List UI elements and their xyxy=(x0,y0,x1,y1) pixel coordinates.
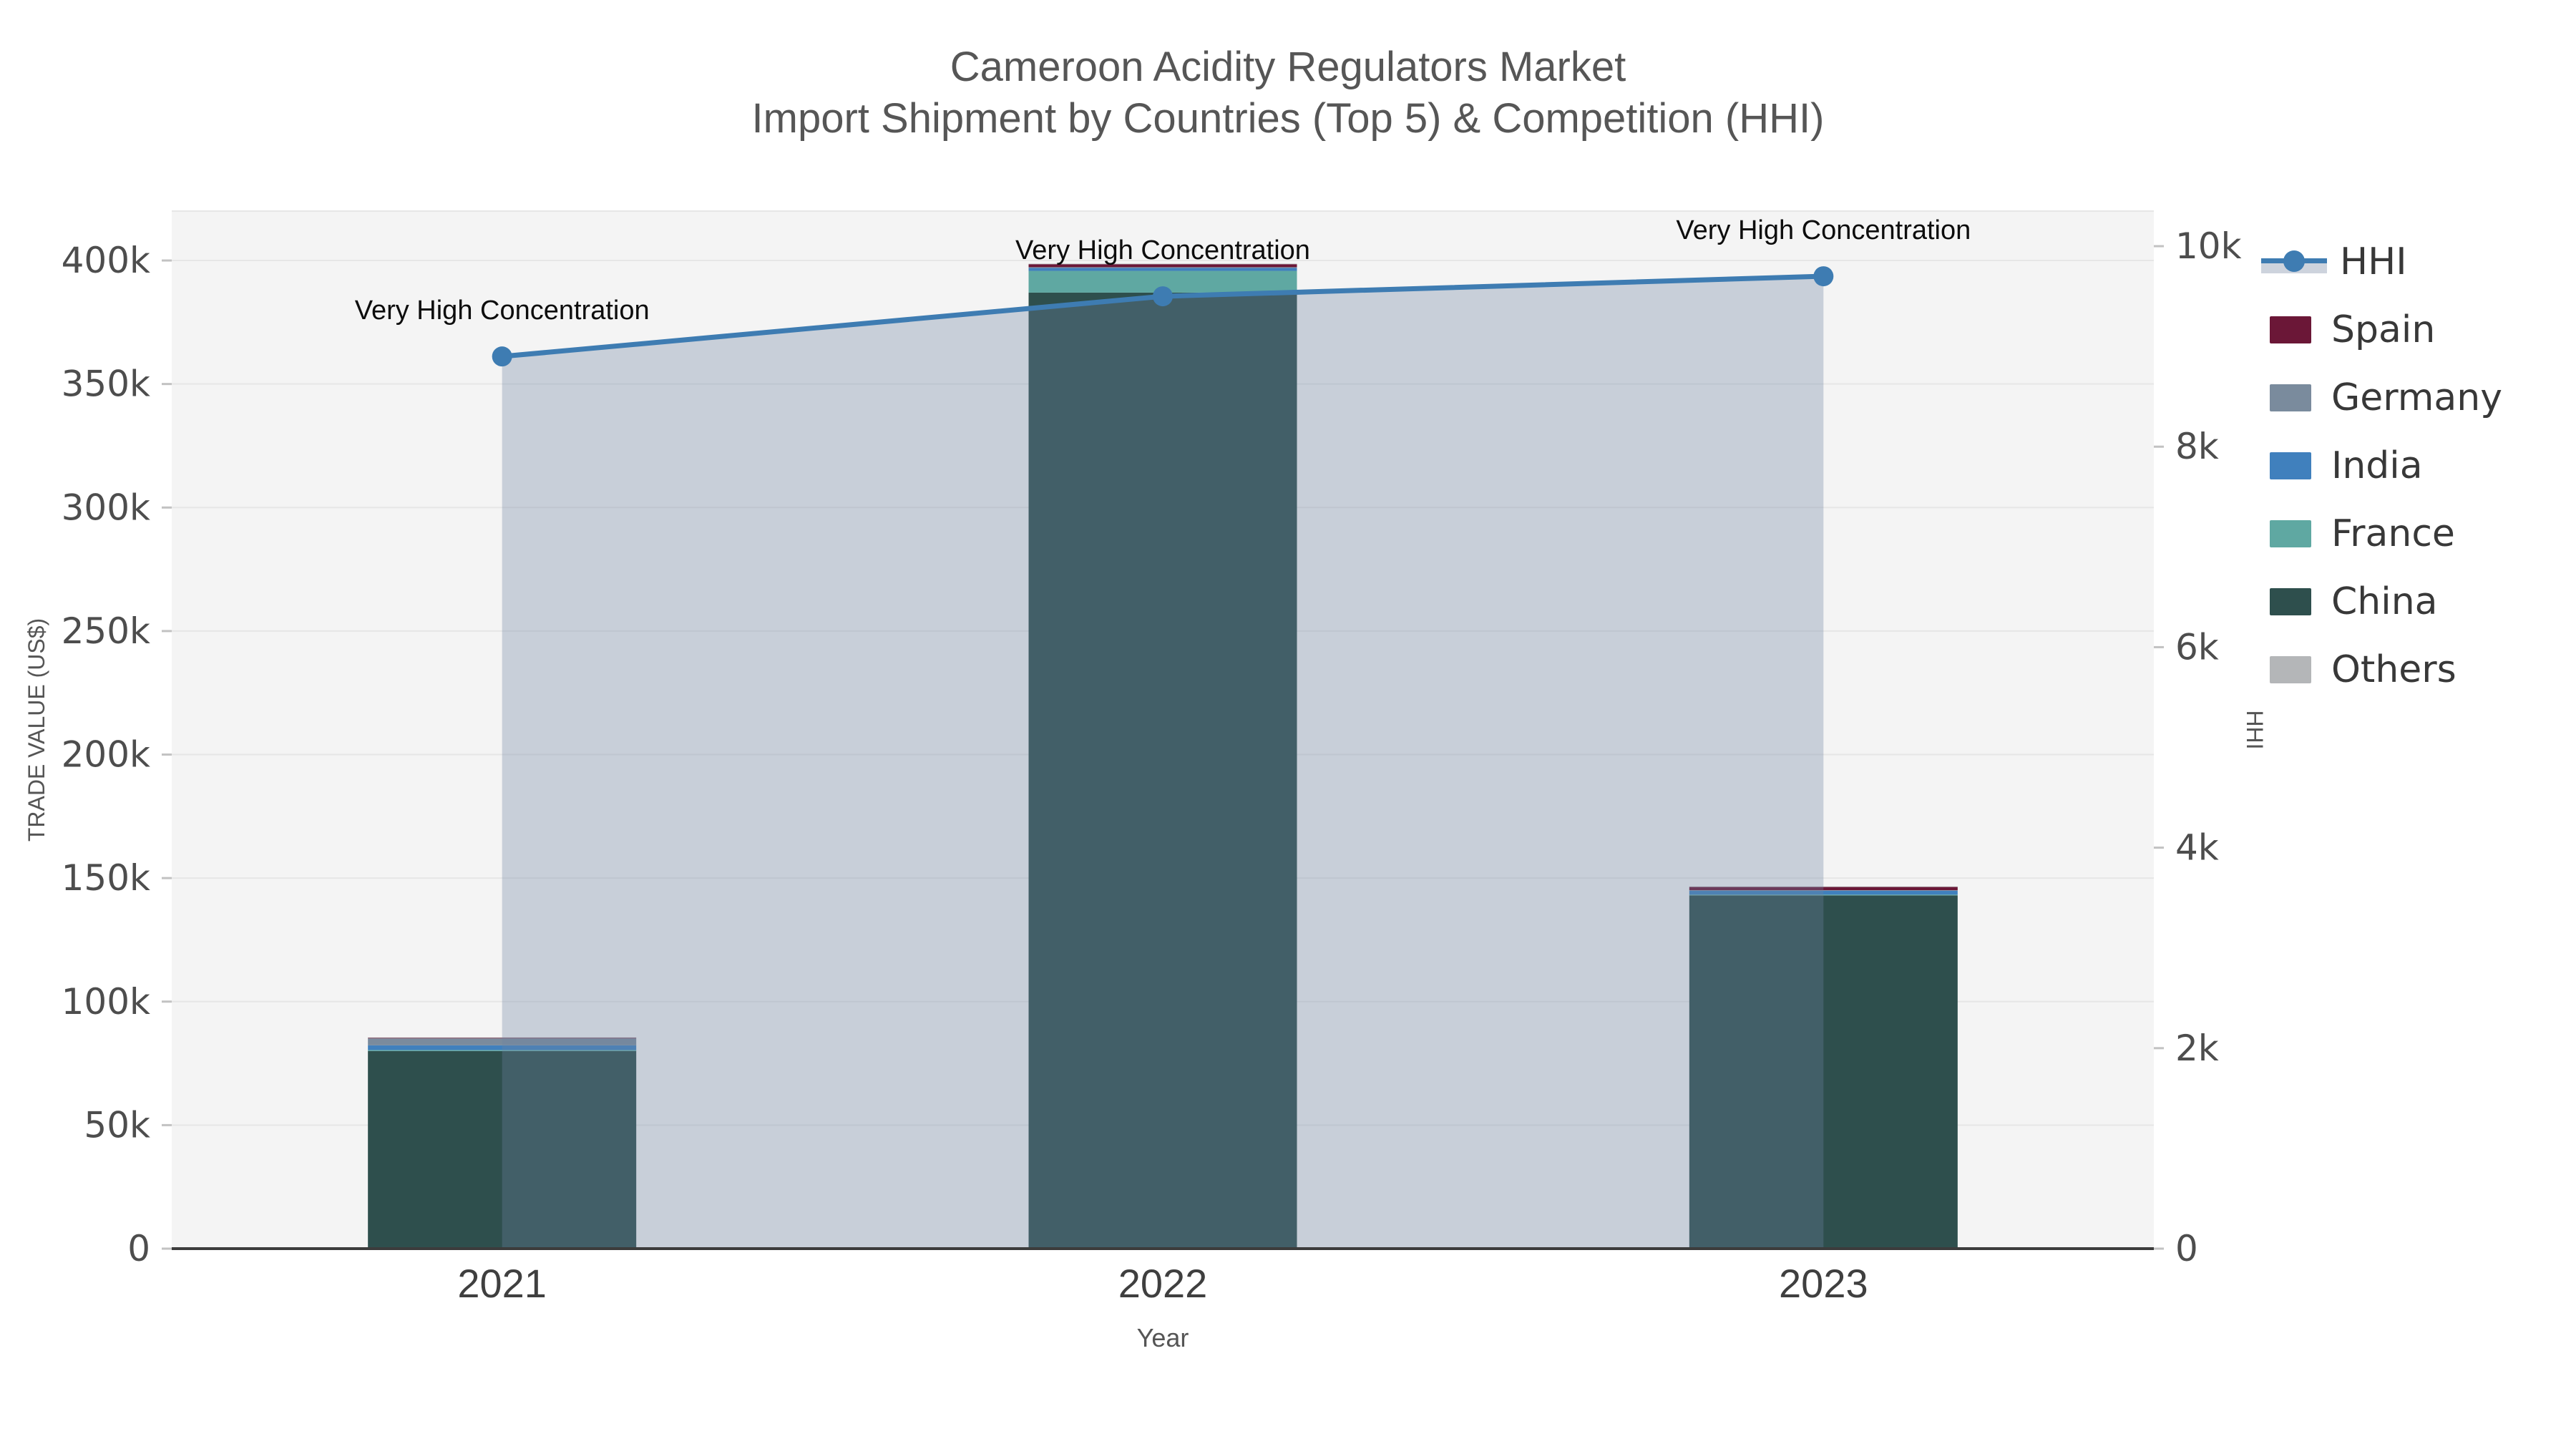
y-right-tick-label: 4k xyxy=(2175,827,2219,869)
annotation-2021: Very High Concentration xyxy=(355,296,650,326)
y-right-tick-label: 10k xyxy=(2175,225,2242,267)
hhi-marker-2021[interactable] xyxy=(492,346,512,367)
bar-segment-china-2023[interactable] xyxy=(1689,895,1958,1249)
annotation-2023: Very High Concentration xyxy=(1676,215,1971,245)
bar-segment-germany-2021[interactable] xyxy=(368,1038,637,1045)
legend: HHI Spain Germany India France China Oth… xyxy=(2261,228,2502,703)
legend-label: Others xyxy=(2331,648,2457,691)
y-left-tick-label: 300k xyxy=(62,487,150,528)
bar-segment-france-2023[interactable] xyxy=(1689,894,1958,896)
y-left-tick-label: 150k xyxy=(62,857,150,899)
legend-label: France xyxy=(2331,512,2455,555)
legend-item-germany[interactable]: Germany xyxy=(2261,364,2502,431)
x-axis-title: Year xyxy=(1137,1323,1189,1352)
y-right-axis-title: HHI xyxy=(2242,710,2268,749)
bar-segment-spain-2023[interactable] xyxy=(1689,887,1958,891)
legend-item-others[interactable]: Others xyxy=(2261,635,2502,703)
china-swatch-icon xyxy=(2270,587,2311,615)
legend-label: China xyxy=(2331,580,2438,623)
legend-item-spain[interactable]: Spain xyxy=(2261,296,2502,364)
chart-title-block: Cameroon Acidity Regulators Market Impor… xyxy=(0,42,2576,145)
x-tick-label-2021: 2021 xyxy=(457,1261,547,1306)
germany-swatch-icon xyxy=(2270,384,2311,411)
hhi-area xyxy=(502,276,1824,1249)
bar-segment-spain-2021[interactable] xyxy=(368,1038,637,1039)
bar-segment-india-2022[interactable] xyxy=(1028,268,1297,271)
legend-item-france[interactable]: France xyxy=(2261,499,2502,567)
legend-label: Spain xyxy=(2331,308,2436,351)
y-left-tick-label: 200k xyxy=(62,734,150,776)
bar-segment-china-2022[interactable] xyxy=(1028,292,1297,1249)
bar-segment-india-2021[interactable] xyxy=(368,1045,637,1050)
legend-label: HHI xyxy=(2340,240,2407,283)
legend-label: Germany xyxy=(2331,376,2503,419)
legend-item-hhi[interactable]: HHI xyxy=(2261,228,2502,296)
annotation-2022: Very High Concentration xyxy=(1015,235,1310,265)
bar-segment-germany-2022[interactable] xyxy=(1028,267,1297,268)
france-swatch-icon xyxy=(2270,519,2311,547)
y-left-tick-label: 0 xyxy=(127,1228,150,1269)
bar-segment-germany-2023[interactable] xyxy=(1689,890,1958,891)
others-swatch-icon xyxy=(2270,655,2311,683)
bar-segment-china-2021[interactable] xyxy=(368,1050,637,1249)
chart-title-line2: Import Shipment by Countries (Top 5) & C… xyxy=(751,95,1825,142)
legend-item-china[interactable]: China xyxy=(2261,567,2502,635)
y-right-tick-label: 2k xyxy=(2175,1028,2219,1069)
y-left-tick-label: 100k xyxy=(62,981,150,1023)
hhi-marker-2022[interactable] xyxy=(1153,286,1173,307)
x-tick-label-2023: 2023 xyxy=(1779,1261,1868,1306)
x-tick-label-2022: 2022 xyxy=(1118,1261,1208,1306)
y-left-tick-label: 350k xyxy=(62,364,150,405)
y-left-tick-label: 50k xyxy=(84,1104,150,1146)
hhi-marker-2023[interactable] xyxy=(1813,266,1834,287)
y-right-tick-label: 8k xyxy=(2175,426,2219,467)
bar-segment-others-2022[interactable] xyxy=(1028,263,1297,265)
legend-item-india[interactable]: India xyxy=(2261,431,2502,499)
y-left-tick-label: 400k xyxy=(62,240,150,281)
spain-swatch-icon xyxy=(2270,316,2311,343)
bar-segment-india-2023[interactable] xyxy=(1689,890,1958,895)
india-swatch-icon xyxy=(2270,452,2311,479)
y-left-tick-label: 250k xyxy=(62,610,150,652)
chart-title-line1: Cameroon Acidity Regulators Market xyxy=(950,44,1626,90)
y-right-tick-label: 6k xyxy=(2175,626,2219,668)
y-left-axis-title: TRADE VALUE (US$) xyxy=(24,618,49,841)
bar-segment-spain-2022[interactable] xyxy=(1028,264,1297,268)
y-right-tick-label: 0 xyxy=(2175,1228,2198,1269)
legend-label: India xyxy=(2331,444,2423,487)
hhi-line-swatch-icon xyxy=(2261,248,2327,275)
